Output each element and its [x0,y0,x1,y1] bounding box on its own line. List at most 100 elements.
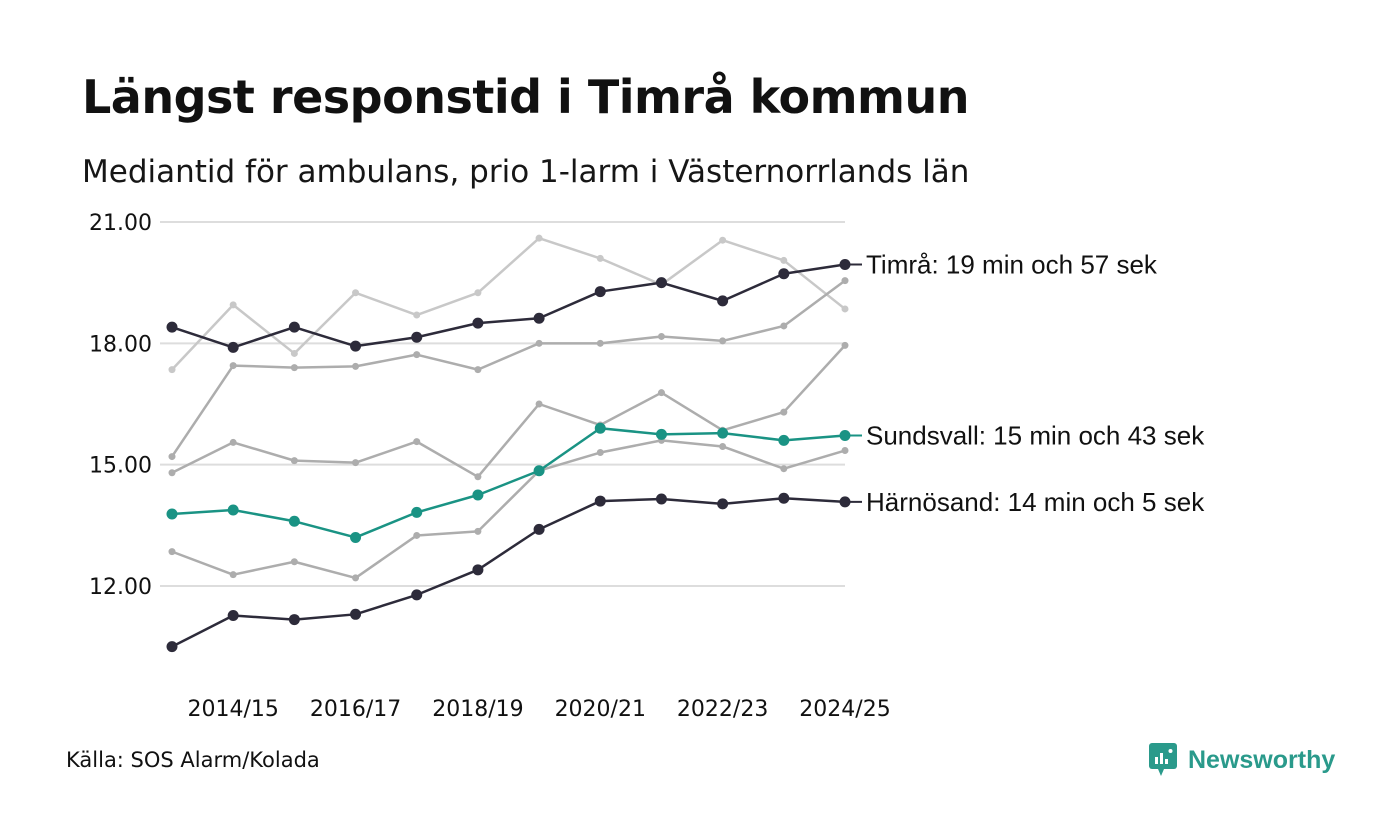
brand-name: Newsworthy [1188,745,1336,774]
data-point [841,305,849,313]
newsworthy-logo-icon [1149,743,1177,776]
line-chart: 12.00 15.00 18.00 21.00 2014/15 2016/17 2018/… [89,211,1205,722]
data-point [474,527,482,535]
data-point [352,289,360,297]
series-label: Härnösand: 14 min och 5 sek [866,487,1205,517]
data-point [229,571,237,579]
data-point [533,312,545,324]
x-tick-label: 2014/15 [187,697,278,722]
data-point [474,289,482,297]
series-timrå [166,258,851,353]
data-point [778,268,790,280]
data-point [229,438,237,446]
data-point [778,492,790,504]
series-other-2 [168,277,849,461]
background-series [168,234,849,582]
x-tick-label: 2018/19 [432,697,523,722]
x-tick-label: 2024/25 [799,697,890,722]
data-point [472,564,484,576]
data-point [841,277,849,285]
data-point [594,495,606,507]
data-point [655,428,667,440]
data-point [535,400,543,408]
data-point [290,457,298,465]
brand-link[interactable]: Newsworthy [1148,742,1335,778]
series-line [171,236,846,371]
series-line [171,263,846,349]
series-line [171,439,846,580]
data-point [778,434,790,446]
y-tick-label: 15.00 [89,454,152,479]
data-point [288,515,300,527]
data-point [352,574,360,582]
data-point [229,301,237,309]
data-point [780,465,788,473]
series-line [170,279,846,458]
data-point [780,408,788,416]
data-point [290,364,298,372]
data-point [166,508,178,520]
data-point [655,493,667,505]
data-point [227,504,239,516]
series-label: Timrå: 19 min och 57 sek [866,249,1158,279]
data-point [596,339,604,347]
data-point [472,489,484,501]
chart-title: Längst responstid i Timrå kommun [82,70,969,124]
data-point [780,256,788,264]
data-point [472,317,484,329]
x-tick-label: 2016/17 [310,697,401,722]
series-sundsvall [166,422,851,543]
data-point [290,349,298,357]
data-point [596,449,604,457]
data-point [168,469,176,477]
data-point [413,438,421,446]
data-point [655,277,667,289]
data-point [290,558,298,566]
data-point [535,339,543,347]
data-point [413,531,421,539]
data-point [841,447,849,455]
data-point [719,236,727,244]
y-tick-label: 21.00 [89,211,152,236]
data-point [166,321,178,333]
x-tick-label: 2022/23 [677,697,768,722]
data-point [594,422,606,434]
data-point [717,498,729,510]
y-tick-label: 12.00 [89,575,152,600]
data-point [719,442,727,450]
data-point [717,427,729,439]
data-point [719,337,727,345]
data-point [533,465,545,477]
source-note: Källa: SOS Alarm/Kolada [66,748,320,772]
data-point [227,341,239,353]
data-point [841,341,849,349]
chart-subtitle: Mediantid för ambulans, prio 1-larm i Vä… [82,154,970,190]
data-point [352,362,360,370]
series-härnösand [166,492,851,653]
data-point [780,322,788,330]
series-line [171,496,846,648]
y-axis-tick-labels: 12.00 15.00 18.00 21.00 [89,211,152,600]
data-point [166,641,178,653]
data-point [168,366,176,374]
data-point [352,459,360,467]
data-point [657,332,665,340]
data-point [411,331,423,343]
data-point [229,362,237,370]
series-other-4 [168,436,849,582]
series-line [171,344,846,479]
series-other-3 [168,341,849,481]
data-point [350,531,362,543]
data-point [533,523,545,535]
data-point [288,321,300,333]
data-point [413,311,421,319]
x-axis-tick-labels: 2014/15 2016/17 2018/19 2020/21 2022/23 2024/… [187,697,890,722]
data-point [413,351,421,359]
data-point [350,340,362,352]
y-tick-label: 18.00 [89,332,152,357]
data-point [594,286,606,298]
data-point [474,366,482,374]
gridlines [160,221,845,587]
data-point [411,589,423,601]
series-label: Sundsvall: 15 min och 43 sek [866,421,1205,451]
